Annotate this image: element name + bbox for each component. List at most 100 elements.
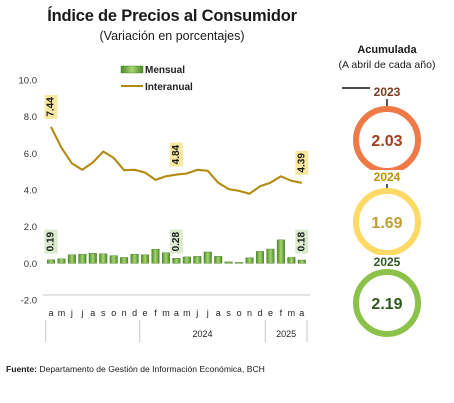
year-label: 2024 [193, 329, 213, 339]
x-tick-label: o [237, 308, 242, 318]
bar-mensual [161, 252, 170, 264]
data-label-interanual: 4.39 [295, 150, 309, 175]
x-tick-label: j [70, 308, 73, 318]
y-tick-label: 8.0 [24, 112, 37, 123]
accumulated-title: Acumulada [357, 44, 417, 56]
bar-mensual [141, 254, 150, 264]
x-tick-label: f [280, 308, 283, 318]
accumulated-value: 2.19 [371, 296, 402, 313]
bar-mensual [109, 255, 118, 264]
legend: Mensual Interanual [120, 65, 193, 93]
x-tick-label: d [257, 308, 262, 318]
data-label-interanual: 4.84 [169, 142, 183, 167]
data-label-interanual: 7.44 [44, 94, 58, 119]
source-label: Fuente: [6, 364, 38, 374]
x-tick-label: a [216, 308, 221, 318]
bar-mensual [266, 248, 275, 264]
data-label-text: 7.44 [46, 97, 57, 117]
data-label-box [169, 229, 183, 254]
x-tick-label: d [132, 308, 137, 318]
y-tick-label: 10.0 [19, 76, 38, 87]
line-interanual [50, 126, 303, 195]
bar-mensual [172, 258, 181, 264]
data-label-text: 0.18 [296, 231, 307, 251]
data-label-text: 0.19 [46, 231, 57, 251]
accumulated-subtitle: (A abril de cada año) [338, 59, 436, 71]
y-tick-label: 0.0 [24, 259, 37, 270]
legend-swatch-mensual [120, 65, 144, 74]
legend-label-mensual: Mensual [145, 65, 185, 76]
x-tick-label: s [226, 308, 231, 318]
data-label-mensual: 0.18 [295, 229, 309, 254]
bar-mensual [47, 259, 56, 264]
value-ring [353, 269, 421, 337]
accumulated-value: 2.03 [371, 133, 402, 150]
bar-mensual [57, 258, 66, 264]
data-label-text: 4.39 [296, 153, 307, 173]
bar-mensual [287, 257, 296, 264]
y-tick-label: 4.0 [24, 186, 37, 197]
x-tick-label: s [101, 308, 106, 318]
y-tick-label: 6.0 [24, 149, 37, 160]
year-label: 2025 [276, 329, 296, 339]
bar-mensual [256, 251, 265, 264]
data-label-text: 4.84 [171, 144, 182, 164]
year-label-bg [370, 170, 404, 184]
data-label-mensual: 0.19 [44, 229, 58, 254]
data-label-box [295, 150, 309, 175]
x-tick-label: a [299, 308, 304, 318]
data-label-box [44, 94, 58, 119]
bar-mensual [193, 256, 202, 264]
bar-mensual [245, 257, 254, 264]
bar-mensual [88, 253, 97, 264]
x-tick-label: e [268, 308, 273, 318]
accumulated-panel: 2023 2.03 2024 1.69 2025 2.19 [342, 85, 421, 337]
data-label-box [44, 229, 58, 254]
bar-mensual [224, 261, 233, 264]
accumulated-item-2024: 2024 1.69 [353, 170, 421, 256]
bar-mensual [67, 254, 76, 264]
year-label-bg [370, 85, 404, 99]
bar-mensual [297, 259, 306, 264]
year-label: 2023 [374, 85, 401, 99]
year-label: 2024 [374, 170, 401, 184]
legend-label-interanual: Interanual [145, 82, 193, 93]
bar-mensual [78, 253, 87, 264]
plot-area: 10.0 8.0 6.0 4.0 2.0 0.0 -2.0 7.44 4.84 4.39 0.19 0… [19, 65, 310, 342]
data-label-box [295, 229, 309, 254]
x-tick-label: f [154, 308, 157, 318]
accumulated-value: 1.69 [371, 215, 402, 232]
y-tick-label: -2.0 [21, 296, 37, 307]
x-tick-label: j [195, 308, 198, 318]
x-tick-label: a [174, 308, 179, 318]
bar-mensual [214, 256, 223, 264]
x-tick-label: o [111, 308, 116, 318]
y-tick-label: 2.0 [24, 222, 37, 233]
x-tick-label: e [143, 308, 148, 318]
year-label-bg [370, 255, 404, 269]
ipc-chart: 10.0 8.0 6.0 4.0 2.0 0.0 -2.0 7.44 4.84 4.39 0.19 0… [19, 65, 310, 342]
bar-mensual [99, 253, 108, 264]
x-tick-label: a [48, 308, 53, 318]
chart-subtitle: (Variación en porcentajes) [99, 29, 245, 43]
x-tick-label: m [183, 308, 191, 318]
x-tick-label: n [122, 308, 127, 318]
source-note: Fuente: Departamento de Gestión de Infor… [6, 364, 265, 374]
x-tick-label: a [90, 308, 95, 318]
bar-mensual [130, 253, 139, 264]
year-label: 2025 [374, 255, 401, 269]
data-label-box [169, 142, 183, 167]
data-label-text: 0.28 [171, 231, 182, 251]
bar-mensual [203, 251, 212, 264]
bar-mensual [235, 262, 244, 264]
value-ring [353, 188, 421, 256]
x-tick-label: n [247, 308, 252, 318]
chart-title: Índice de Precios al Consumidor [47, 7, 297, 25]
bar-mensual [120, 257, 129, 264]
bar-mensual [182, 256, 191, 264]
accumulated-item-2023: 2023 2.03 [353, 85, 421, 174]
x-tick-label: m [288, 308, 296, 318]
x-tick-label: j [80, 308, 83, 318]
bar-mensual [276, 239, 285, 264]
x-tick-label: j [206, 308, 209, 318]
